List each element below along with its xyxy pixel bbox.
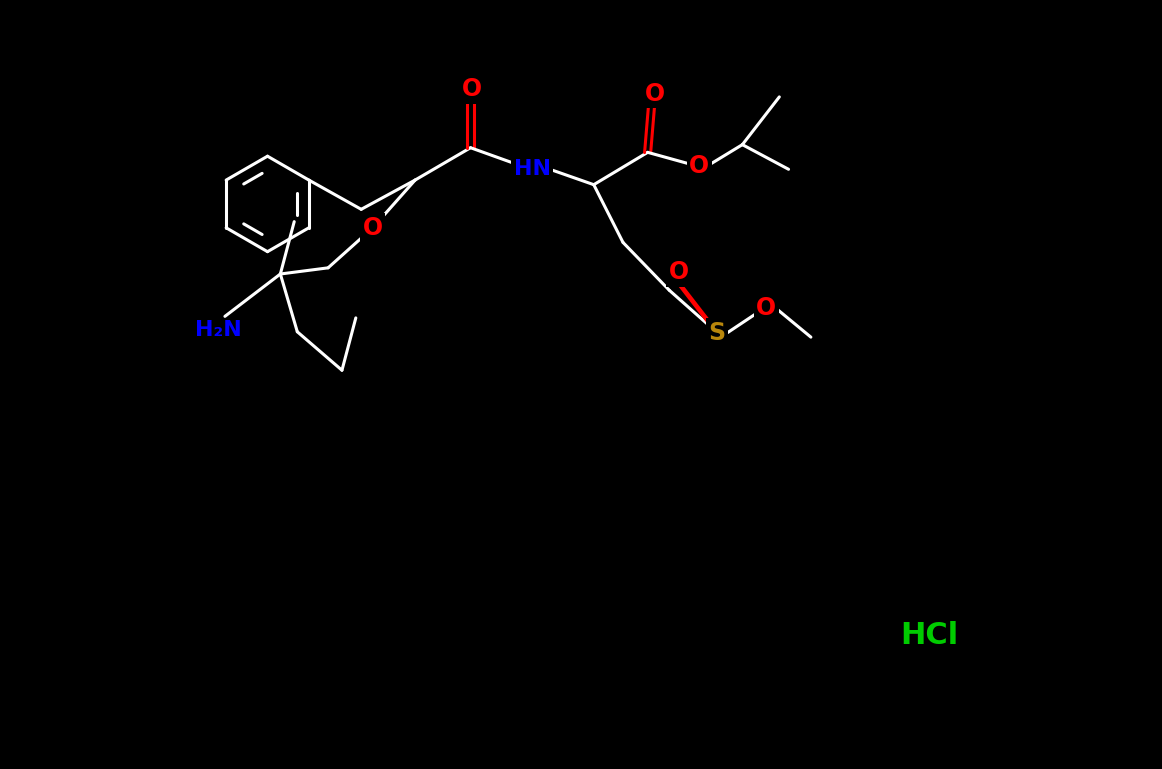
Text: HCl: HCl bbox=[901, 621, 959, 650]
Text: O: O bbox=[462, 77, 482, 102]
Text: O: O bbox=[363, 216, 382, 240]
Text: H₂N: H₂N bbox=[195, 320, 242, 340]
Text: O: O bbox=[668, 261, 689, 285]
Text: S: S bbox=[709, 321, 725, 345]
Text: O: O bbox=[756, 296, 776, 320]
Text: HN: HN bbox=[514, 159, 551, 179]
Text: O: O bbox=[689, 155, 709, 178]
Text: O: O bbox=[645, 82, 666, 106]
